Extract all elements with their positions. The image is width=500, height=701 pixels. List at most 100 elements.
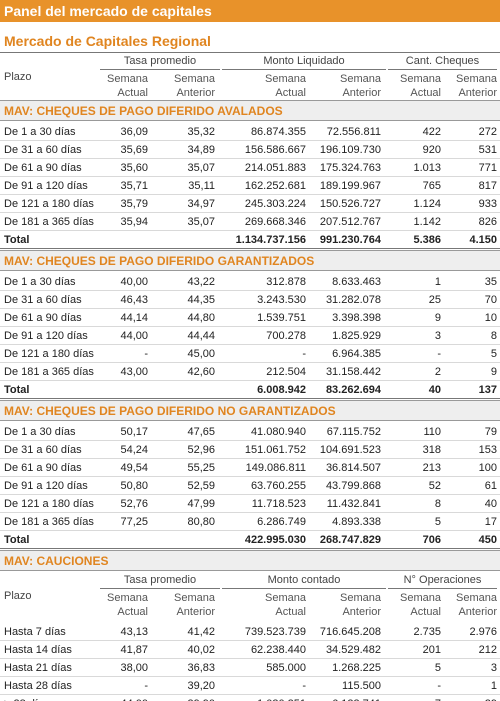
value-cell: 450	[478, 534, 497, 546]
column-header: Actual	[275, 606, 306, 618]
value-cell: 3	[490, 662, 497, 674]
table-row: De 91 a 120 días 50,80 52,59 63.760.255 43.7…	[0, 477, 500, 495]
value-cell: 110	[423, 426, 441, 438]
value-cell: 765	[422, 180, 441, 192]
table-row: Hasta 14 días 41,87 40,02 62.238.440 34.529.…	[0, 641, 500, 659]
value-cell: 2	[434, 366, 441, 378]
value-cell: 8	[434, 498, 441, 510]
value-cell: 9	[434, 312, 441, 324]
value-cell: 213	[422, 462, 441, 474]
value-cell: 36,09	[120, 126, 148, 138]
value-cell: 6.008.942	[257, 384, 306, 396]
value-cell: 5	[490, 348, 497, 360]
plazo-cell: > 28 días	[4, 695, 104, 701]
value-cell: 34,89	[187, 144, 215, 156]
column-group-underline	[100, 588, 220, 589]
value-cell: 52	[428, 480, 441, 492]
value-cell: 1	[490, 680, 497, 692]
value-cell: 43,22	[187, 276, 215, 288]
value-cell: 826	[478, 216, 497, 228]
column-header: Actual	[410, 606, 441, 618]
page-title: Mercado de Capitales Regional	[4, 33, 211, 49]
table-row: De 31 a 60 días 54,24 52,96 151.061.752 104.…	[0, 441, 500, 459]
value-cell: 42,60	[187, 366, 215, 378]
value-cell: 149.086.811	[245, 462, 306, 474]
value-cell: 41,87	[120, 644, 148, 656]
table-row: De 1 a 30 días 50,17 47,65 41.080.940 67.115…	[0, 423, 500, 441]
table-row: De 31 a 60 días 46,43 44,35 3.243.530 31.282…	[0, 291, 500, 309]
section-header: MAV: CHEQUES DE PAGO DIFERIDO AVALADOS	[0, 100, 500, 121]
value-cell: 1.124	[413, 198, 441, 210]
column-header: Actual	[275, 87, 306, 99]
column-group-underline	[222, 69, 386, 70]
value-cell: 11.718.523	[251, 498, 306, 510]
column-header: Semana	[400, 73, 441, 85]
value-cell: 80,80	[187, 516, 215, 528]
value-cell: 8	[490, 330, 497, 342]
value-cell: 8.633.463	[332, 276, 381, 288]
value-cell: 212.504	[266, 366, 306, 378]
column-group-underline	[388, 588, 497, 589]
value-cell: 6.964.385	[332, 348, 381, 360]
value-cell: 771	[478, 162, 497, 174]
section-header: MAV: CHEQUES DE PAGO DIFERIDO GARANTIZAD…	[0, 250, 500, 271]
value-cell: 36.814.507	[325, 462, 381, 474]
value-cell: 3.243.530	[257, 294, 306, 306]
plazo-cell: De 31 a 60 días	[4, 294, 82, 306]
value-cell: 1.539.751	[257, 312, 306, 324]
value-cell: 100	[478, 462, 497, 474]
value-cell: 39,20	[187, 680, 215, 692]
table-row: De 181 a 365 días 35,94 35,07 269.668.346 20…	[0, 213, 500, 231]
value-cell: 50,80	[120, 480, 148, 492]
value-cell: 63.760.255	[250, 480, 306, 492]
value-cell: 245.303.224	[244, 198, 306, 210]
column-header: Anterior	[176, 606, 215, 618]
plazo-header: Plazo	[4, 71, 32, 83]
column-group-underline	[100, 69, 220, 70]
plazo-cell: De 1 a 30 días	[4, 276, 76, 288]
value-cell: 83.262.694	[325, 384, 381, 396]
value-cell: 35,94	[120, 216, 148, 228]
value-cell: 36,83	[187, 662, 215, 674]
column-header: Semana	[400, 592, 441, 604]
section-header: MAV: CAUCIONES	[0, 550, 500, 571]
column-header: Semana	[456, 73, 497, 85]
value-cell: 1	[434, 276, 441, 288]
plazo-cell: De 91 a 120 días	[4, 480, 88, 492]
value-cell: 35,69	[120, 144, 148, 156]
value-cell: 706	[422, 534, 441, 546]
column-header: Anterior	[342, 87, 381, 99]
value-cell: 44,00	[88, 695, 148, 701]
column-header: Semana	[456, 592, 497, 604]
value-cell: 47,99	[187, 498, 215, 510]
value-cell: 585.000	[266, 662, 306, 674]
value-cell: 991.230.764	[319, 234, 381, 246]
value-cell: 269.668.346	[244, 216, 306, 228]
value-cell	[155, 531, 215, 549]
column-group-underline	[222, 588, 386, 589]
column-group-header: Tasa promedio	[123, 574, 197, 586]
value-cell	[155, 381, 215, 399]
value-cell: 77,25	[120, 516, 148, 528]
table-row: De 181 a 365 días 43,00 42,60 212.504 31.158…	[0, 363, 500, 381]
value-cell: 35,11	[188, 180, 215, 192]
value-cell: 44,44	[187, 330, 215, 342]
value-cell: -	[437, 680, 441, 692]
value-cell: 11.432.841	[326, 498, 381, 510]
plazo-cell: De 181 a 365 días	[4, 216, 94, 228]
value-cell: 162.252.681	[244, 180, 306, 192]
value-cell: 3.398.398	[332, 312, 381, 324]
value-cell: 214.051.883	[244, 162, 306, 174]
value-cell: 422.995.030	[244, 534, 306, 546]
value-cell: 7	[386, 695, 441, 701]
total-label: Total	[4, 234, 30, 246]
table-row: De 31 a 60 días 35,69 34,89 156.586.667 196.…	[0, 141, 500, 159]
value-cell: 318	[422, 444, 441, 456]
column-header: Anterior	[176, 87, 215, 99]
value-cell: 35,32	[187, 126, 215, 138]
value-cell: 35,07	[187, 216, 215, 228]
value-cell: 79	[484, 426, 497, 438]
value-cell: 43,00	[120, 366, 148, 378]
plazo-cell: De 121 a 180 días	[4, 348, 94, 360]
